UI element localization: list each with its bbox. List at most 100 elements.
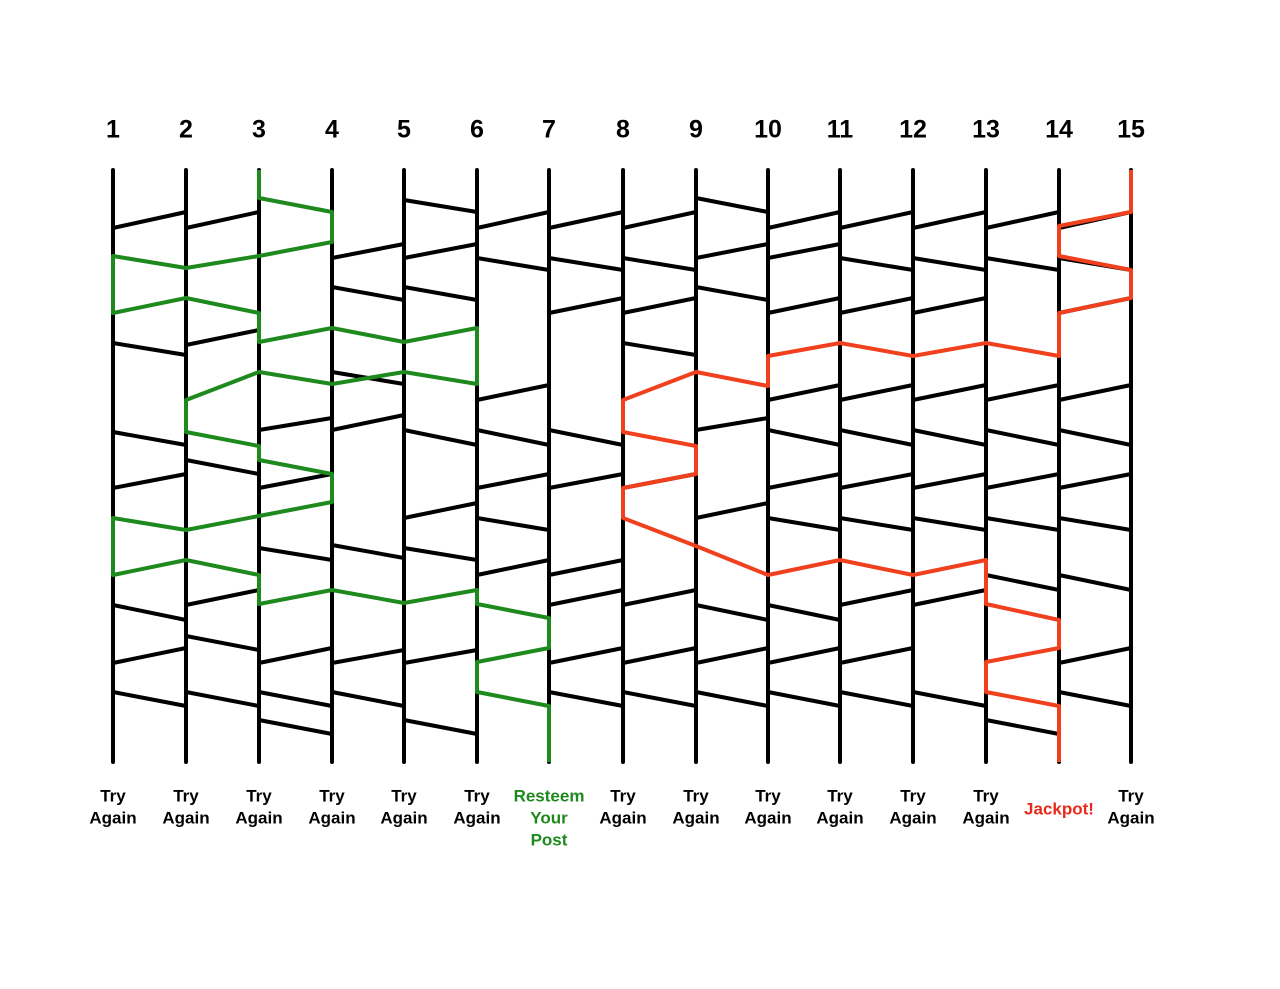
ladder-rung [184, 634, 261, 652]
outcome-label: Try [827, 786, 853, 805]
outcome-label: Try [610, 786, 636, 805]
ladder-rung [330, 413, 406, 432]
ladder-rung [330, 242, 406, 260]
ladder-rung [621, 690, 698, 708]
ladder-rung [475, 472, 551, 490]
ladder-rung [184, 588, 261, 607]
outcome-label: Try [246, 786, 272, 805]
ladder-rung [1057, 516, 1133, 532]
ladder-rung [984, 256, 1061, 272]
ladder-rung [257, 690, 334, 708]
outcome-label: Jackpot! [1024, 799, 1094, 818]
ladder-rung [694, 242, 770, 260]
outcome-label: Again [89, 808, 136, 827]
ladder-rung [475, 428, 551, 447]
ladder-rung [911, 383, 988, 402]
column-number: 14 [1045, 116, 1073, 144]
column-number: 1 [106, 116, 120, 144]
ladder-rung [766, 516, 842, 532]
ladder-rung [184, 328, 261, 347]
column-number: 10 [754, 116, 782, 144]
ladder-rung [694, 501, 770, 520]
ladder-rung [1057, 472, 1133, 490]
outcome-label: Try [391, 786, 417, 805]
ladder-rung [475, 210, 551, 230]
ladder-rung [1057, 428, 1133, 447]
jackpot-path [621, 170, 1133, 762]
ladder-rung [911, 472, 988, 490]
ladder-rung [475, 516, 551, 532]
column-number: 5 [397, 116, 411, 144]
ladder-rung [911, 588, 988, 607]
winning-path [111, 170, 551, 762]
ladder-rung [984, 516, 1061, 532]
outcome-label: Again [380, 808, 427, 827]
ladder-rung [984, 210, 1061, 230]
ladder-rung [330, 648, 406, 665]
ladder-rung [184, 690, 261, 708]
ladder-rung [547, 472, 625, 490]
ladder-rung [766, 383, 842, 402]
outcome-label: Try [464, 786, 490, 805]
ladder-rung [766, 428, 842, 447]
outcome-label: Try [755, 786, 781, 805]
column-number: 12 [899, 116, 927, 144]
ladder-rung [111, 690, 188, 708]
ladder-rung [257, 718, 334, 736]
ladder-rung [766, 603, 842, 622]
ladder-rung [984, 573, 1061, 592]
ladder-rung [402, 242, 479, 260]
outcome-label: Again [235, 808, 282, 827]
column-number: 13 [972, 116, 1000, 144]
ladder-rung [694, 690, 770, 708]
ladder-rung [838, 516, 915, 532]
ladder-rung [621, 210, 698, 230]
ladder-rung [838, 296, 915, 315]
ladder-rung [1057, 690, 1133, 708]
outcome-label: Again [889, 808, 936, 827]
column-number: 3 [252, 116, 266, 144]
outcome-label: Again [744, 808, 791, 827]
ladder-rung [766, 690, 842, 708]
ladder-rung [547, 210, 625, 230]
ladder-rung [402, 428, 479, 447]
ladder-rung [402, 546, 479, 562]
ladder-rung [547, 296, 625, 315]
outcome-label: Try [173, 786, 199, 805]
ladder-rung [547, 646, 625, 665]
ladder-rung [330, 285, 406, 302]
outcome-label: Try [973, 786, 999, 805]
ladder-rung [547, 690, 625, 708]
ladder-rung [402, 285, 479, 302]
ladder-rung [402, 198, 479, 214]
outcome-label: Again [1107, 808, 1154, 827]
ladder-rung [911, 296, 988, 315]
ladder-rung [257, 546, 334, 562]
ladder-rung [1057, 383, 1133, 402]
outcome-label: Again [453, 808, 500, 827]
ladder-rung [184, 210, 261, 230]
ladder-rung [621, 256, 698, 272]
outcome-label: Resteem [514, 786, 585, 805]
ladder-rung [475, 558, 551, 577]
column-number: 2 [179, 116, 193, 144]
outcome-label: Try [319, 786, 345, 805]
ladder-rung [1057, 573, 1133, 592]
column-number: 9 [689, 116, 703, 144]
ladder-rung [838, 472, 915, 490]
outcome-label: Again [599, 808, 646, 827]
ladder-rung [621, 296, 698, 315]
ladder-rung [838, 428, 915, 447]
ladder-rung [694, 603, 770, 622]
ladder-rung [911, 516, 988, 532]
column-number: 15 [1117, 116, 1145, 144]
ladder-rung [257, 416, 334, 432]
ladder-rung [766, 242, 842, 260]
ladder-rung [111, 430, 188, 447]
ladder-rung [475, 383, 551, 402]
ladder-rung [984, 428, 1061, 447]
ladder-rung [838, 690, 915, 708]
ladder-rung [621, 341, 698, 357]
